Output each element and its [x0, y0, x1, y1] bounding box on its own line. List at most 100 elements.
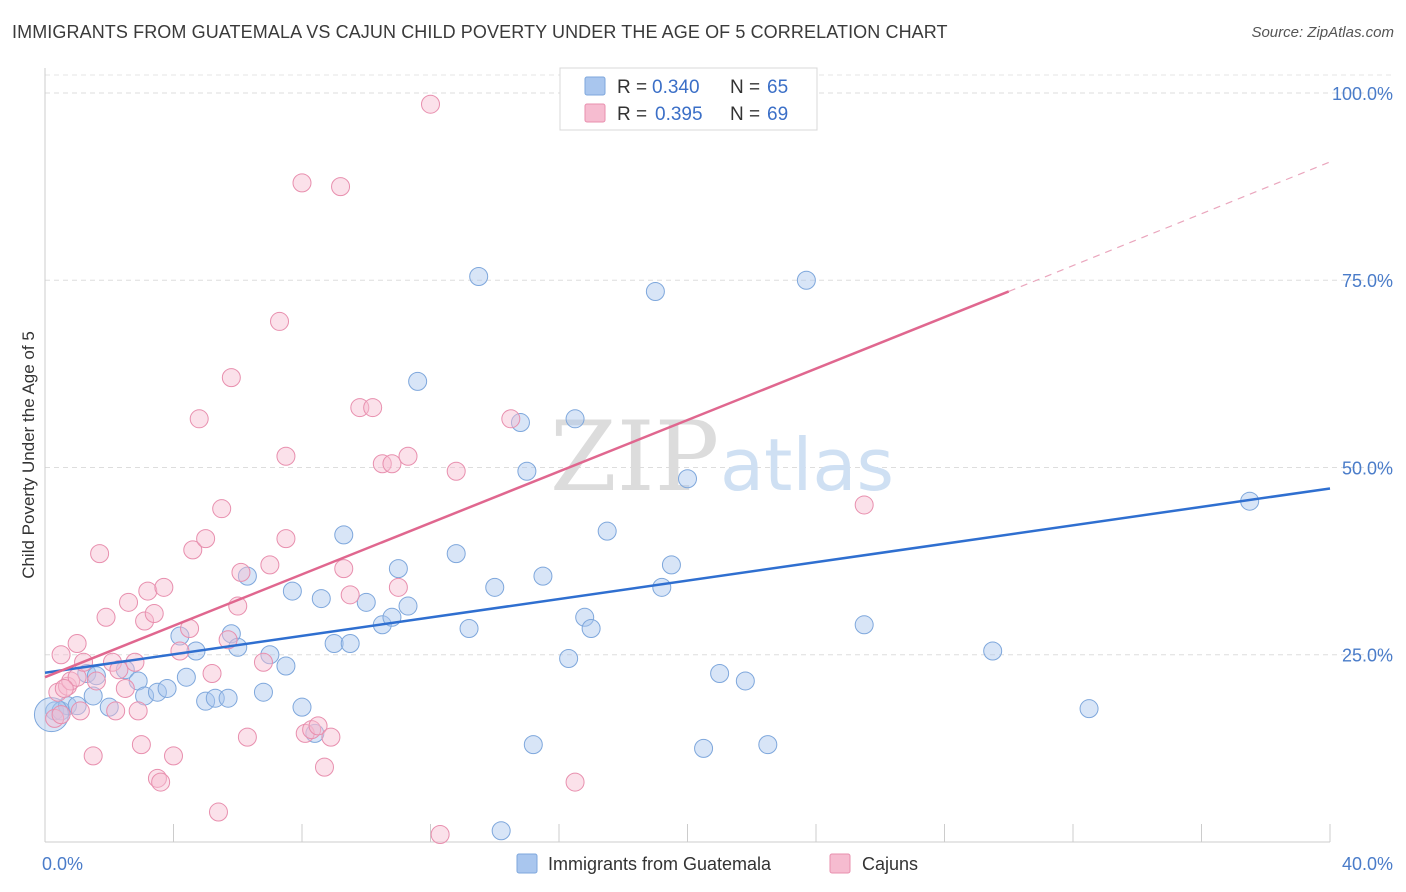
guatemala-point — [282, 581, 302, 601]
trend-lines — [44, 161, 1331, 679]
guatemala-point — [758, 735, 778, 755]
cajun-point — [363, 398, 383, 418]
series-legend: Immigrants from Guatemala Cajuns — [516, 853, 918, 874]
cajun-point — [221, 368, 241, 388]
legend-n-label-2: N = — [730, 104, 760, 125]
guatemala-point — [147, 682, 167, 702]
guatemala-point — [510, 413, 530, 433]
guatemala-point — [469, 266, 489, 286]
cajun-point — [106, 701, 126, 721]
guatemala-point — [485, 577, 505, 597]
guatemala-point — [459, 619, 479, 639]
tick-labels: 25.0% 50.0% 75.0% 100.0% 0.0% 40.0% — [42, 84, 1393, 874]
guatemala-point — [652, 577, 672, 597]
legend-r-value-1: 0.340 — [652, 77, 700, 98]
guatemala-point — [517, 461, 537, 481]
cajun-point — [90, 544, 110, 564]
guatemala-point — [253, 682, 273, 702]
guatemala-point — [237, 566, 257, 586]
legend-n-value-2: 69 — [767, 104, 788, 125]
cajun-point — [147, 768, 167, 788]
bottom-legend-label-cajun: Cajuns — [862, 854, 918, 874]
guatemala-point — [218, 688, 238, 708]
y-axis-label: Child Poverty Under the Age of 5 — [19, 331, 38, 579]
legend-swatch-guatemala — [584, 76, 606, 96]
cajun-point — [170, 641, 190, 661]
guatemala-point — [157, 678, 177, 698]
guatemala-point — [311, 589, 331, 609]
guatemala-point — [735, 671, 755, 691]
x-tick-label-max: 40.0% — [1342, 854, 1393, 874]
guatemala-point — [176, 667, 196, 687]
trend-line-cajun — [44, 290, 1010, 679]
cajun-point — [276, 446, 296, 466]
cajun-point — [565, 772, 585, 792]
cajun-point — [237, 727, 257, 747]
trend-line-cajun-extension — [1008, 161, 1331, 293]
cajun-point — [51, 705, 71, 725]
guatemala-point — [77, 663, 97, 683]
cajun-point — [321, 727, 341, 747]
cajun-point — [83, 746, 103, 766]
guatemala-point — [67, 696, 87, 716]
cajun-point — [334, 559, 354, 579]
cajun-point — [48, 682, 68, 702]
cajun-point — [67, 634, 87, 654]
guatemala-point — [597, 521, 617, 541]
guatemala-point — [694, 738, 714, 758]
cajun-point — [154, 577, 174, 597]
cajun-point — [212, 499, 232, 519]
guatemala-point — [334, 525, 354, 545]
cajun-point — [138, 581, 158, 601]
source-label: Source: ZipAtlas.com — [1251, 24, 1394, 41]
chart-title: IMMIGRANTS FROM GUATEMALA VS CAJUN CHILD… — [12, 22, 948, 42]
legend-r-value-2: 0.395 — [655, 104, 703, 125]
guatemala-point — [408, 371, 428, 391]
y-tick-label-75: 75.0% — [1342, 271, 1393, 291]
guatemala-point — [983, 641, 1003, 661]
cajun-point — [382, 454, 402, 474]
guatemala-point — [292, 697, 312, 717]
guatemala-point — [340, 634, 360, 654]
guatemala-point — [324, 634, 344, 654]
trend-line-guatemala — [44, 487, 1331, 674]
guatemala-point — [533, 566, 553, 586]
cajun-point — [302, 720, 322, 740]
cajun-point — [372, 454, 392, 474]
cajun-point — [388, 577, 408, 597]
y-tick-label-100: 100.0% — [1332, 84, 1393, 104]
cajun-point — [96, 607, 116, 627]
bottom-legend-label-guatemala: Immigrants from Guatemala — [548, 854, 772, 874]
cajun-point — [45, 708, 65, 728]
cajun-point — [131, 735, 151, 755]
cajun-point — [421, 94, 440, 114]
guatemala-point — [446, 544, 466, 564]
cajun-point — [144, 604, 164, 624]
axes — [44, 68, 1331, 843]
guatemala-point — [565, 409, 585, 429]
cajun-point — [340, 585, 360, 605]
legend-n-value-1: 65 — [767, 77, 788, 98]
cajun-point — [231, 562, 251, 582]
cajun-point — [51, 645, 71, 665]
cajun-point — [202, 663, 222, 683]
guatemala-point — [581, 619, 601, 639]
y-tick-label-25: 25.0% — [1342, 646, 1393, 666]
guatemala-point — [83, 686, 103, 706]
cajun-point — [446, 461, 466, 481]
cajun-point — [276, 529, 296, 549]
guatemala-point — [523, 735, 543, 755]
legend-n-label-1: N = — [730, 77, 760, 98]
series-guatemala-points — [33, 266, 1260, 841]
cajun-point — [151, 772, 171, 792]
cajun-point — [135, 611, 155, 631]
cajun-point — [125, 652, 145, 672]
guatemala-point — [276, 656, 296, 676]
legend-swatch-cajun — [584, 103, 606, 123]
cajun-point — [70, 701, 90, 721]
guatemala-point — [99, 697, 119, 717]
cajun-point — [314, 757, 334, 777]
cajun-point — [109, 660, 129, 680]
cajun-point — [86, 671, 106, 691]
